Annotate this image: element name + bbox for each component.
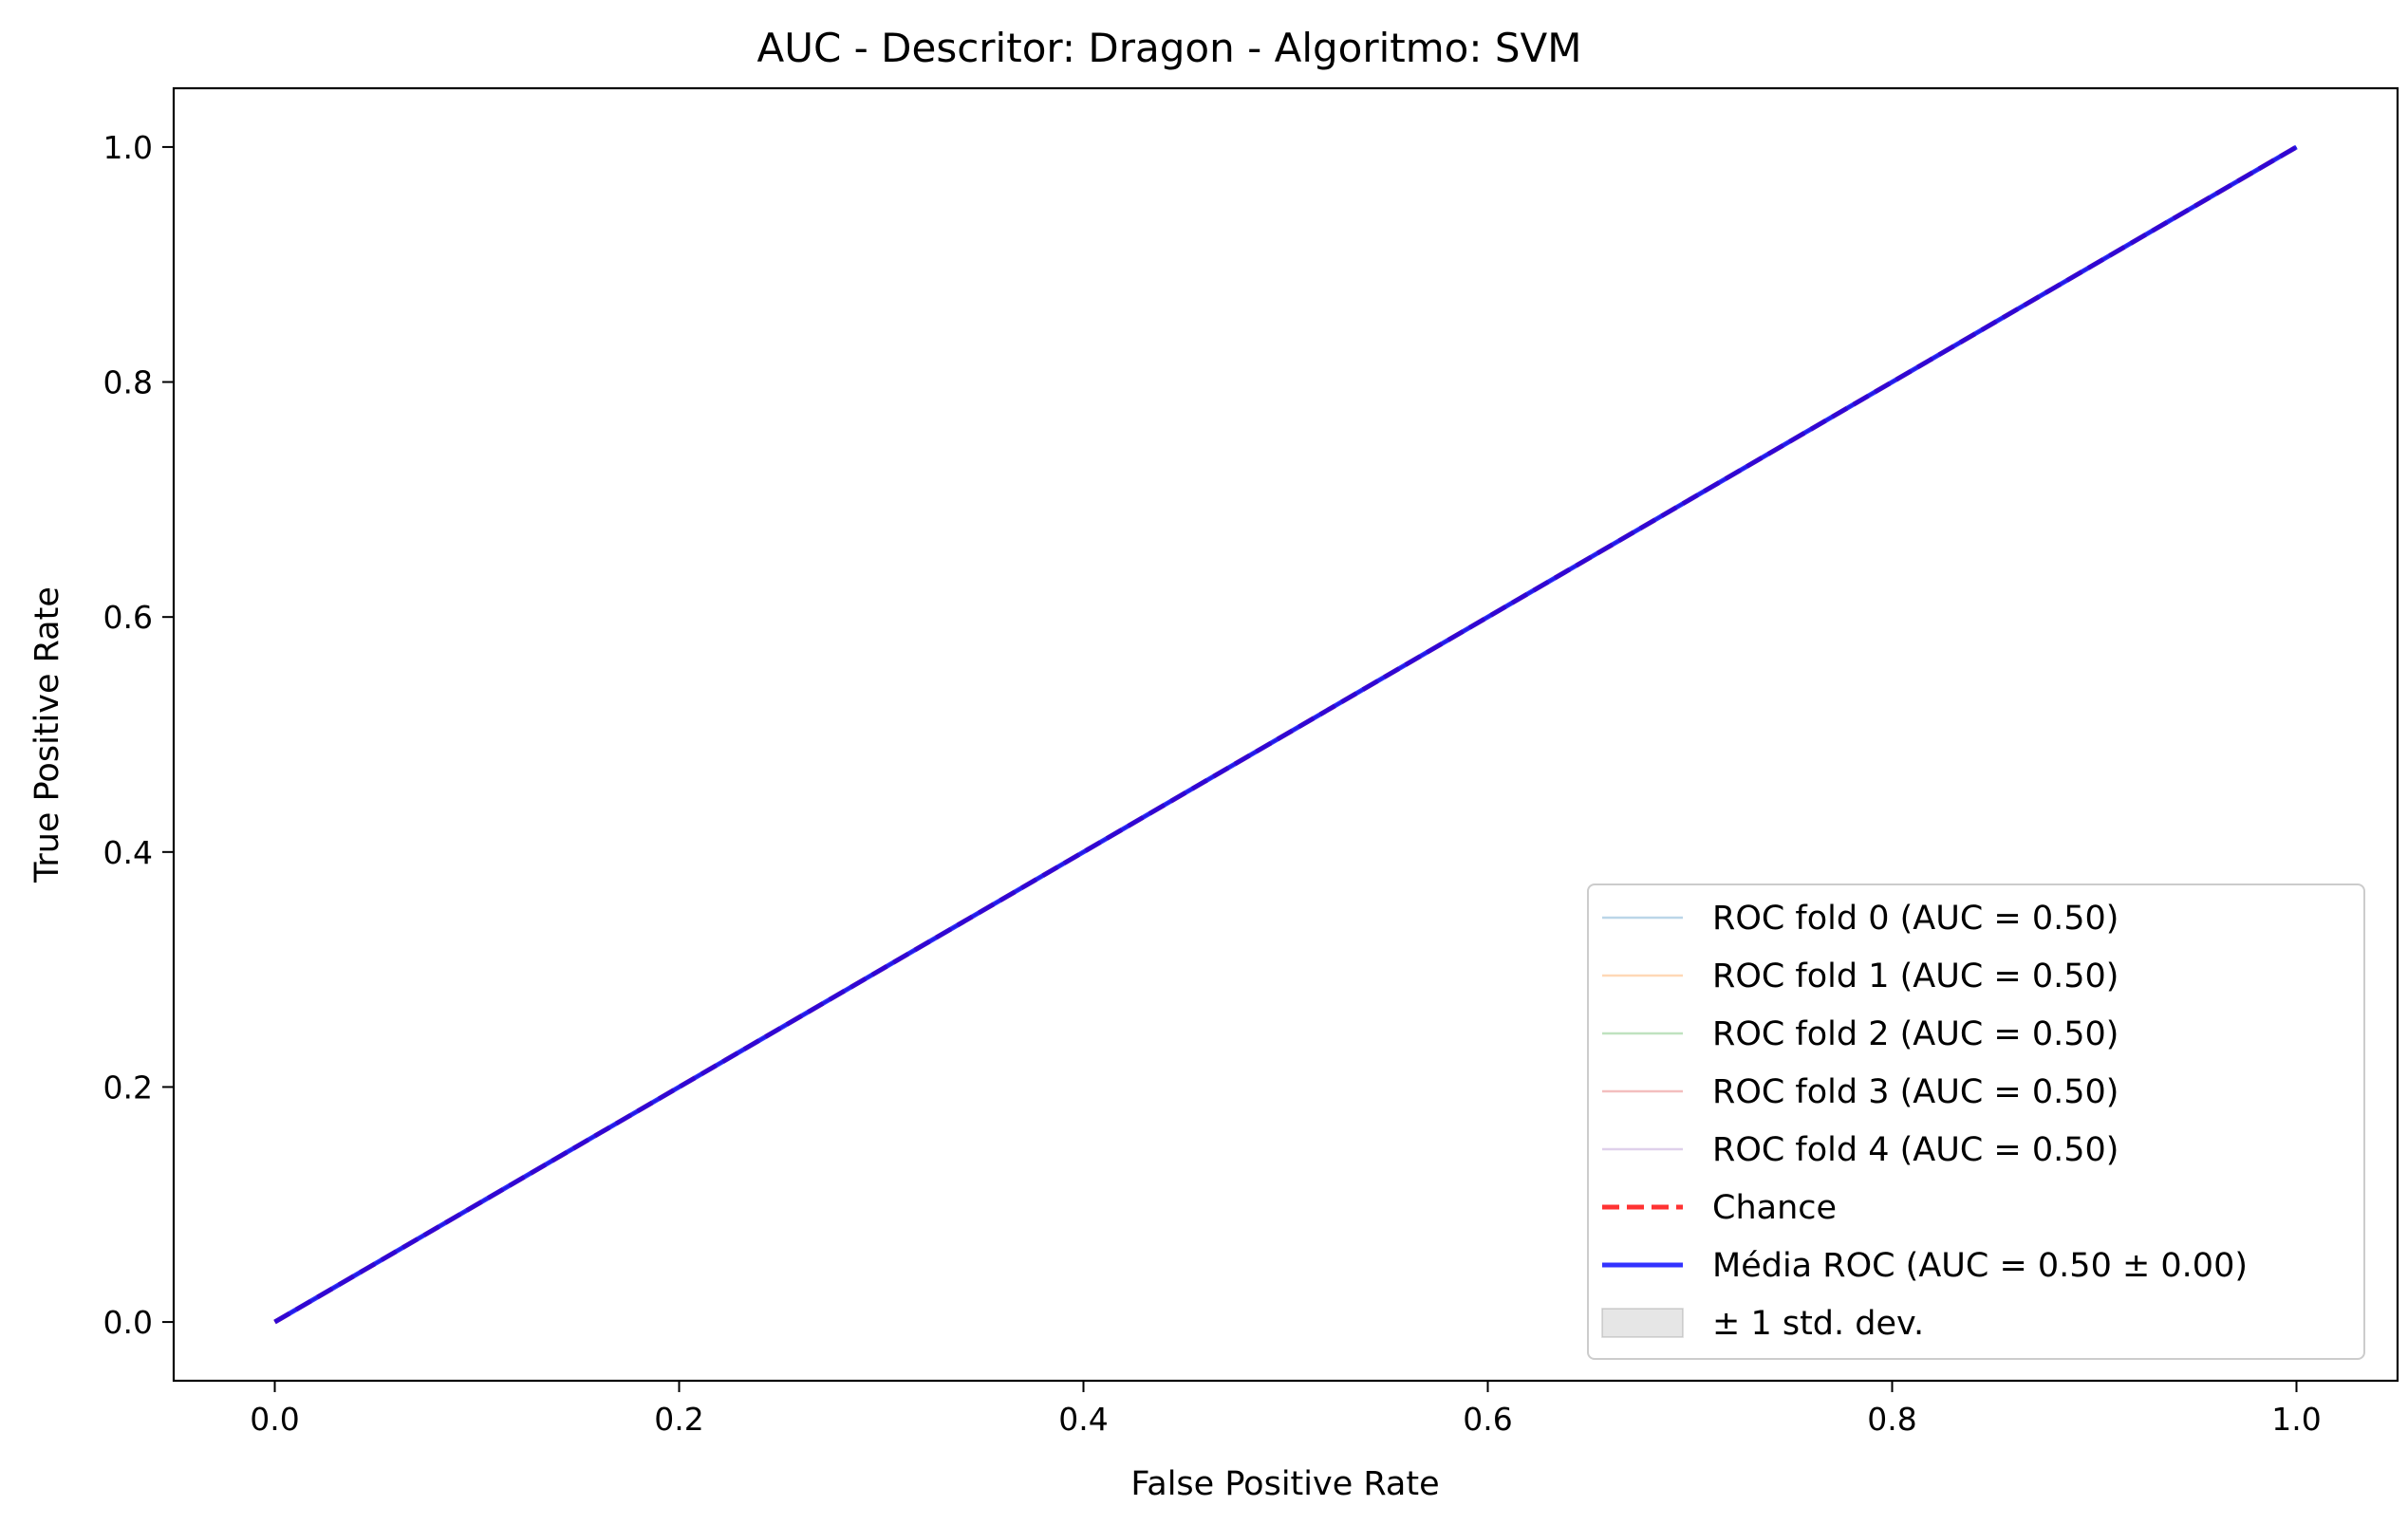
x-tick-label: 0.6 — [1463, 1401, 1512, 1438]
legend: ROC fold 0 (AUC = 0.50) ROC fold 1 (AUC =… — [1587, 883, 2365, 1360]
legend-entry-label: ROC fold 2 (AUC = 0.50) — [1712, 1015, 2119, 1053]
plot-frame — [172, 86, 2399, 1383]
series-line-6 — [273, 144, 2298, 1325]
std-dev-band — [274, 146, 2297, 1323]
x-tick-label: 0.0 — [250, 1401, 299, 1438]
y-tick-label: 0.4 — [103, 834, 153, 871]
legend-entry-label: Média ROC (AUC = 0.50 ± 0.00) — [1712, 1247, 2248, 1285]
legend-entry-label: ± 1 std. dev. — [1712, 1305, 1924, 1343]
y-tick-label: 0.2 — [103, 1069, 153, 1106]
y-axis-label: True Positive Rate — [28, 586, 66, 883]
legend-entry-label: ROC fold 0 (AUC = 0.50) — [1712, 900, 2119, 938]
y-tick-label: 1.0 — [103, 129, 153, 166]
legend-box — [1587, 883, 2365, 1360]
legend-swatch — [1601, 1308, 1684, 1338]
legend-entry-label: ROC fold 3 (AUC = 0.50) — [1712, 1073, 2119, 1111]
y-tick-label: 0.6 — [103, 599, 153, 636]
x-tick-label: 0.2 — [654, 1401, 703, 1438]
x-tick-label: 0.8 — [1867, 1401, 1916, 1438]
chart-title: AUC - Descritor: Dragon - Algoritmo: SVM — [756, 25, 1581, 71]
legend-entry-label: Chance — [1712, 1189, 1837, 1227]
y-tick-label: 0.0 — [103, 1304, 153, 1341]
x-tick-label: 0.4 — [1058, 1401, 1108, 1438]
x-axis-label: False Positive Rate — [1130, 1465, 1439, 1503]
legend-entry-label: ROC fold 4 (AUC = 0.50) — [1712, 1131, 2119, 1169]
legend-entry-label: ROC fold 1 (AUC = 0.50) — [1712, 958, 2119, 995]
y-tick-label: 0.8 — [103, 364, 153, 401]
x-tick-label: 1.0 — [2271, 1401, 2321, 1438]
